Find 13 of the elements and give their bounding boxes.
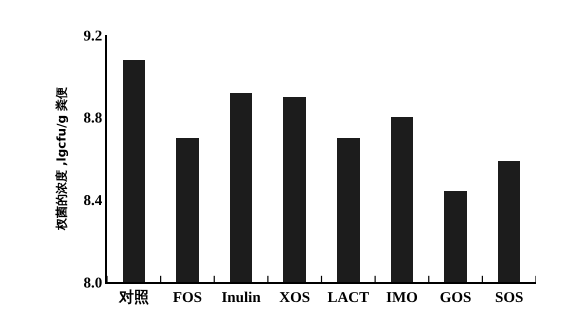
x-tick-label: GOS xyxy=(440,290,472,306)
y-tick-label: 8.4 xyxy=(84,192,103,209)
x-tick-label: IMO xyxy=(386,290,418,306)
y-tick-label: 9.2 xyxy=(84,28,102,44)
x-tick-label: FOS xyxy=(172,290,202,306)
x-tick-label: Inulin xyxy=(221,290,262,306)
y-tick-label: 8.0 xyxy=(84,275,102,292)
x-tick-label: LACT xyxy=(327,290,370,306)
x-tick-label: SOS xyxy=(495,290,524,306)
y-tick-label: 8.8 xyxy=(84,110,102,127)
y-axis-title: 杈菌的浓度 ,lgcfu/g 粪便 xyxy=(54,86,68,232)
x-tick-label: 对照 xyxy=(118,288,149,306)
x-tick-label: XOS xyxy=(279,290,310,306)
